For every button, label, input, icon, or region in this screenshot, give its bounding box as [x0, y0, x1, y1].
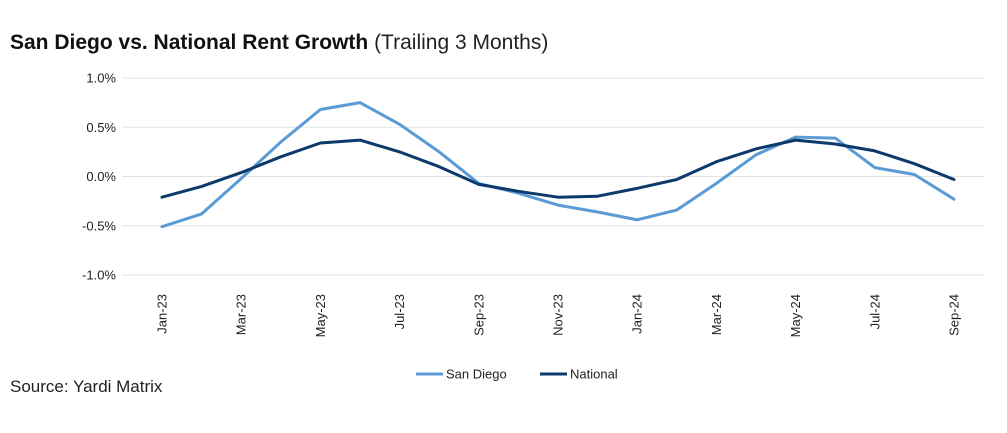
- series-line-national: [160, 138, 956, 199]
- x-tick-label: May-24: [788, 294, 803, 337]
- series-line-san-diego: [160, 101, 956, 229]
- y-tick-label: 1.0%: [86, 71, 116, 86]
- x-tick-label: Mar-23: [234, 294, 249, 335]
- x-tick-label: Sep-23: [471, 294, 486, 336]
- chart-title: San Diego vs. National Rent Growth (Trai…: [10, 30, 548, 56]
- chart-title-subtitle: (Trailing 3 Months): [374, 31, 549, 54]
- y-tick-label: -1.0%: [82, 268, 116, 283]
- x-tick-label: May-23: [313, 294, 328, 337]
- x-tick-label: Nov-23: [551, 294, 566, 336]
- y-tick-label: 0.5%: [86, 120, 116, 135]
- x-tick-label: Sep-24: [947, 294, 962, 336]
- y-tick-label: 0.0%: [86, 169, 116, 184]
- x-tick-label: Mar-24: [709, 294, 724, 335]
- source-note: Source: Yardi Matrix: [10, 377, 163, 396]
- legend-label-national: National: [570, 367, 618, 382]
- x-tick-label: Jul-24: [867, 294, 882, 329]
- legend-label-san-diego: San Diego: [446, 367, 507, 382]
- y-tick-label: -0.5%: [82, 218, 116, 233]
- x-tick-label: Jul-23: [392, 294, 407, 329]
- x-tick-label: Jan-24: [630, 294, 645, 334]
- chart-title-main: San Diego vs. National Rent Growth: [10, 31, 369, 54]
- x-tick-label: Jan-23: [155, 294, 170, 334]
